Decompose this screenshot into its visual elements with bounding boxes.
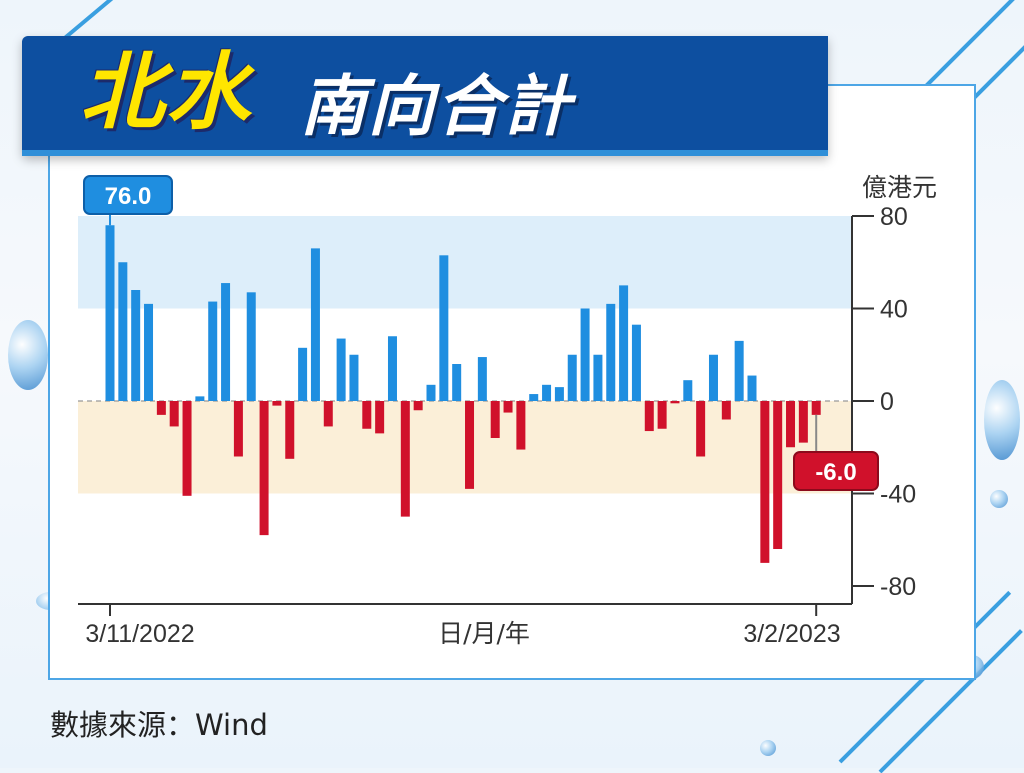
bar-negative [259,401,269,536]
callout-box-last [793,451,879,491]
bar-positive [708,354,718,401]
bar-positive [298,347,308,401]
chart-title: 南向合計 [300,68,572,145]
bar-positive [529,394,539,401]
title-banner-stripe [22,150,828,156]
x-axis-label: 日/月/年 [438,619,530,648]
bar-positive [593,354,603,401]
chart-panel [48,84,976,680]
bar-positive [310,248,320,401]
reference-band [78,401,852,494]
bar-negative [156,401,166,415]
bar-negative [375,401,385,434]
bar-negative [670,401,680,404]
y-tick-label: -40 [880,481,916,509]
x-tick-label-start: 3/11/2022 [85,620,194,648]
y-tick-label: 80 [880,203,908,231]
bar-negative [773,401,783,549]
bar-negative [786,401,796,448]
callout-value-last: -6.0 [815,459,856,486]
y-tick-label: 0 [880,388,894,416]
bar-negative [169,401,179,427]
bar-positive [426,384,436,401]
bar-positive [105,225,115,401]
bar-negative [272,401,282,406]
bar-negative [811,401,821,415]
bar-positive [631,324,641,401]
bar-positive [439,255,449,401]
bar-positive [195,396,205,401]
bar-positive [452,364,462,401]
chart-title-highlight: 北水 [80,43,253,141]
y-tick-label: 40 [880,296,908,324]
bar-positive [683,380,693,401]
data-source-label: 數據來源：Wind [50,708,268,742]
bar-negative [413,401,423,411]
y-tick-label: -80 [880,573,916,601]
bar-positive [349,354,359,401]
bar-positive [554,387,564,401]
bar-negative [465,401,475,489]
bar-negative [182,401,192,496]
bar-negative [798,401,808,443]
bar-positive [208,301,218,401]
bar-negative [400,401,410,517]
callout-box-first [83,175,173,215]
bar-negative [362,401,372,429]
bar-negative [323,401,333,427]
bar-positive [747,375,757,401]
bar-positive [619,285,629,401]
bar-positive [131,290,141,401]
bar-positive [734,340,744,401]
bar-positive [580,308,590,401]
bar-negative [696,401,706,457]
bar-positive [387,336,397,401]
bar-negative [490,401,500,438]
bar-negative [516,401,526,450]
water-drop [760,740,776,756]
bar-positive [118,262,128,401]
bar-positive [246,292,256,401]
bar-negative [285,401,295,459]
water-drop [8,320,48,390]
water-drop [984,380,1020,460]
x-tick-label-end: 3/2/2023 [743,620,840,648]
y-axis-unit-label: 億港元 [862,173,938,202]
reference-band [78,216,852,309]
bar-positive [221,283,231,401]
bar-positive [336,338,346,401]
bar-negative [503,401,513,413]
bar-negative [657,401,667,429]
bar-negative [721,401,731,420]
bar-positive [567,354,577,401]
bar-positive [606,303,616,401]
bar-positive [144,303,154,401]
bar-positive [477,357,487,401]
bar-negative [233,401,243,457]
callout-value-first: 76.0 [105,183,152,210]
bar-negative [760,401,770,563]
water-drop [990,490,1008,508]
bar-positive [542,384,552,401]
title-banner [22,36,828,156]
bar-negative [644,401,654,432]
